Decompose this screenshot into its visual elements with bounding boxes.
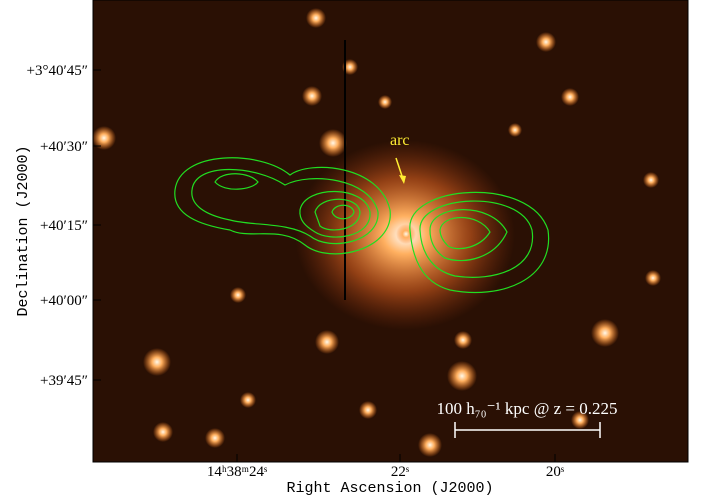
y-tick-label: +39′45″: [40, 373, 88, 389]
arc-label: arc: [390, 132, 410, 149]
sky-image: arc 100 h₇₀⁻¹ kpc @ z = 0.225: [93, 0, 688, 462]
x-axis-label: Right Ascension (J2000): [286, 480, 493, 497]
ticks: [93, 69, 556, 462]
x-tick-label: 22ˢ: [391, 464, 409, 480]
y-tick-label: +40′15″: [40, 218, 88, 234]
contours: [174, 157, 550, 294]
x-tick-label: 14ʰ38ᵐ24ˢ: [207, 464, 267, 480]
scale-bar-label: 100 h₇₀⁻¹ kpc @ z = 0.225: [436, 399, 617, 418]
y-tick-label: +40′00″: [40, 293, 88, 309]
y-tick-label: +40′30″: [40, 139, 88, 155]
y-tick-label: +3°40′45″: [27, 63, 89, 79]
y-axis-label: Declination (J2000): [15, 145, 32, 316]
x-tick-label: 20ˢ: [546, 464, 564, 480]
